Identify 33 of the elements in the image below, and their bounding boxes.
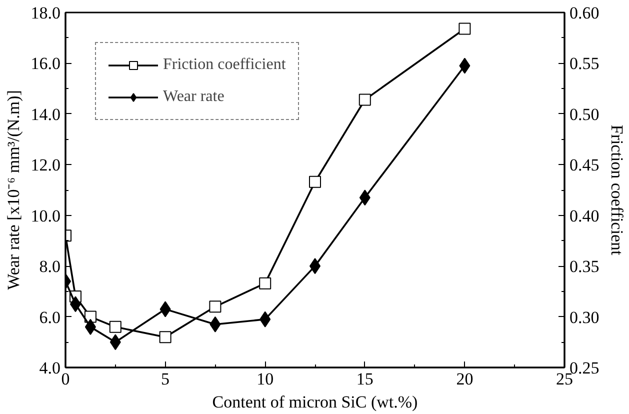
x-tick-label: 5 (161, 370, 170, 388)
point (159, 331, 172, 344)
x-tick-label: 20 (456, 370, 474, 388)
y-tick-label: 4.0 (39, 358, 60, 378)
x-tick-label: 10 (256, 370, 274, 388)
y2-tick-label: 0.25 (570, 358, 600, 378)
legend-label: Friction coefficient (163, 56, 286, 74)
x-axis-title: Content of micron SiC (wt.%) (212, 392, 418, 412)
y-tick-label: 10.0 (30, 206, 60, 226)
y2-tick-label: 0.35 (570, 257, 600, 276)
y2-tick-label: 0.50 (570, 104, 600, 124)
y2-tick-label: 0.55 (570, 54, 600, 74)
point (358, 94, 371, 106)
point (259, 277, 272, 290)
x-tick-label: 15 (356, 370, 374, 388)
y2-tick-label: 0.30 (570, 308, 600, 327)
y-axis-title: Wear rate [x10⁻⁶ mm³/(N.m)] (4, 90, 23, 290)
y2-axis-title: Friction coefficient (607, 124, 626, 256)
point (309, 176, 321, 188)
legend-label: Wear rate (163, 88, 224, 106)
y-tick-label: 14.0 (30, 104, 60, 124)
point (209, 300, 222, 313)
x-tick-label: 0 (61, 370, 70, 388)
y-tick-label: 6.0 (39, 308, 60, 327)
y-tick-label: 16.0 (30, 54, 60, 74)
y2-tick-label: 0.45 (570, 156, 600, 175)
y2-tick-label: 0.60 (570, 4, 600, 22)
point (109, 320, 122, 333)
point (458, 22, 471, 35)
y-tick-label: 12.0 (30, 156, 60, 175)
y-tick-label: 18.0 (30, 4, 60, 22)
y2-tick-label: 0.40 (570, 206, 600, 226)
y-tick-label: 8.0 (39, 257, 60, 276)
